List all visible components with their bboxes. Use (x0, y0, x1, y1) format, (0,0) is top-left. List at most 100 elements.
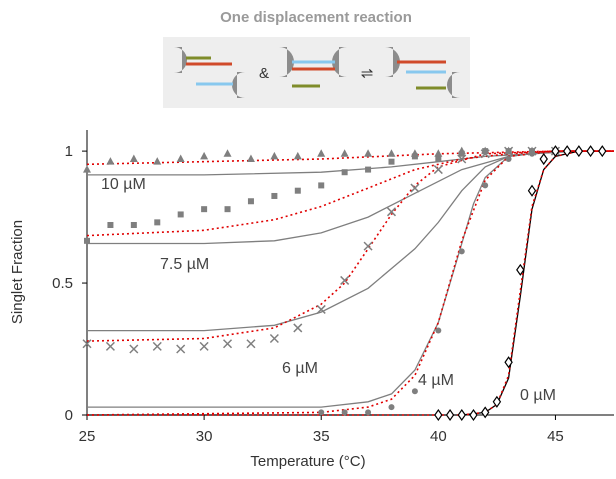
data-point (411, 153, 418, 160)
data-point (504, 146, 514, 156)
y-axis-label: Singlet Fraction (9, 220, 26, 324)
data-point (129, 154, 138, 163)
data-point (269, 333, 279, 344)
curve-label: 7.5 µM (160, 256, 209, 273)
data-point (83, 165, 91, 173)
data-point (317, 149, 326, 157)
fit-line (87, 150, 614, 408)
inset-symbol: & (259, 65, 269, 82)
data-point (107, 222, 114, 228)
data-point (529, 150, 536, 157)
data-point (153, 157, 162, 165)
data-point (177, 211, 184, 218)
curve-label: 10 µM (101, 176, 146, 193)
data-point (154, 219, 161, 226)
data-point (539, 152, 548, 166)
data-point (505, 156, 512, 163)
data-point (318, 182, 325, 189)
data-point (365, 409, 372, 416)
data-point (200, 151, 209, 160)
data-point (516, 263, 525, 276)
x-tick-label: 35 (313, 428, 330, 445)
curve-label: 0 µM (520, 387, 556, 404)
data-point (586, 145, 595, 158)
data-point (293, 323, 303, 333)
data-point (316, 304, 326, 314)
data-point (410, 183, 420, 193)
data-point (341, 409, 348, 416)
data-point (340, 275, 350, 285)
data-point (434, 408, 443, 422)
inset-title: One displacement reaction (220, 9, 412, 26)
data-point (482, 148, 489, 155)
data-point (574, 145, 584, 158)
data-point (433, 165, 443, 175)
data-point (152, 341, 162, 351)
inset-symbol: ⇌ (361, 65, 374, 82)
x-tick-label: 40 (430, 428, 447, 445)
y-tick-label: 0.5 (52, 275, 73, 292)
data-point (411, 388, 418, 395)
data-point (247, 198, 254, 205)
x-tick-label: 45 (547, 428, 564, 445)
data-point (551, 145, 560, 158)
fit-line (86, 150, 614, 342)
data-point (318, 409, 325, 416)
data-point (363, 241, 373, 251)
data-point (271, 192, 278, 199)
data-point (294, 187, 301, 194)
data-point (435, 327, 442, 334)
data-point (224, 206, 231, 213)
data-point (84, 237, 90, 244)
inset: One displacement reaction & ⇌ (163, 9, 470, 108)
data-point (388, 404, 395, 411)
data-point (130, 222, 137, 228)
data-point (223, 339, 233, 349)
panel-2 (279, 47, 347, 88)
curve-label: 4 µM (418, 372, 454, 389)
x-axis-label: Temperature (°C) (250, 453, 365, 470)
fit-line (87, 150, 614, 332)
data-point (201, 206, 208, 213)
data-point (176, 344, 186, 354)
data-point (457, 408, 466, 422)
fit-line (86, 150, 614, 416)
data-point (223, 149, 232, 157)
data-point (435, 156, 442, 163)
panel-1 (174, 47, 245, 98)
data-point (176, 154, 185, 163)
data-point (482, 182, 489, 189)
data-point (562, 145, 572, 158)
data-point (246, 154, 255, 163)
data-point (480, 406, 490, 419)
data-point (386, 207, 397, 217)
data-point (246, 339, 256, 349)
data-point (458, 248, 465, 255)
data-point (341, 169, 348, 176)
panel-3 (385, 47, 460, 98)
data-point (387, 149, 396, 157)
data-point (388, 158, 395, 165)
data-point (504, 356, 513, 369)
fit-line (87, 150, 614, 416)
data-point (457, 154, 467, 164)
data-point (364, 149, 373, 157)
x-tick-label: 25 (79, 428, 96, 445)
data-point (293, 151, 302, 160)
data-point (105, 341, 115, 351)
curve-label: 6 µM (282, 360, 318, 377)
data-point (199, 341, 209, 351)
data-point (492, 395, 502, 408)
data-point (598, 145, 607, 158)
data-point (527, 184, 537, 197)
data-point (106, 157, 115, 165)
data-point (480, 149, 490, 159)
y-tick-label: 1 (65, 143, 73, 160)
x-tick-label: 30 (196, 428, 213, 445)
data-point (458, 150, 465, 157)
data-point (129, 344, 139, 354)
y-tick-label: 0 (65, 407, 73, 424)
data-point (270, 151, 279, 160)
data-point (365, 166, 372, 173)
